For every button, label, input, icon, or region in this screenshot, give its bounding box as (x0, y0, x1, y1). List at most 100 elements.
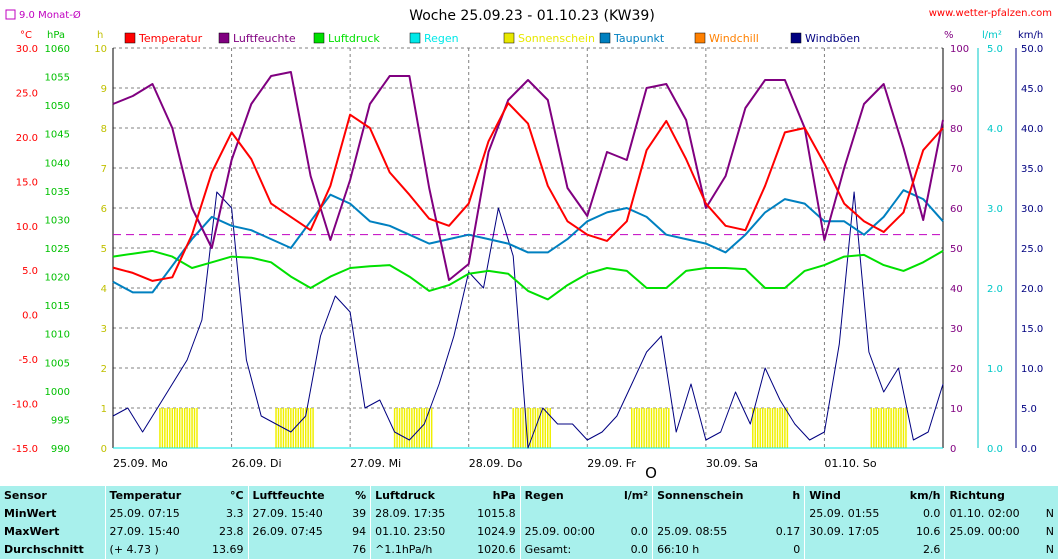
stats-table: Sensor Temperatur °C Luftfeuchte % Luftd… (0, 486, 1058, 559)
wind-unit: km/h (1018, 30, 1043, 41)
legend-swatch (409, 32, 421, 44)
day-labels: 25.09. Mo 26.09. Di 27.09. Mi 28.09. Do 29.0… (113, 457, 877, 470)
wind-tick-label: 45.0 (1021, 84, 1043, 95)
rain-tick-label: 5.0 (987, 44, 1003, 55)
day-label: 29.09. Fr (587, 457, 636, 470)
humidity-unit: % (944, 30, 954, 41)
stats-cell: 39 (352, 506, 367, 520)
humidity-tick-label: 80 (950, 124, 963, 135)
stats-row-label: Durchschnitt (4, 543, 84, 557)
wind-tick-label: 5.0 (1021, 404, 1037, 415)
stats-header-pressure: Luftdruck (370, 486, 465, 505)
stats-cell: 10.6 (915, 525, 941, 539)
stats-cell: (+ 4.73 ) (104, 540, 201, 559)
stats-cell: Gesamt: (519, 540, 614, 559)
stats-row-label: MaxWert (4, 525, 60, 539)
stats-header-wind: Wind (804, 486, 899, 505)
pressure-tick-label: 1030 (45, 215, 70, 226)
wind-axis: 50.0 45.0 40.0 35.0 30.0 25.0 20.0 15.0 10.0 5.0 0… (1015, 44, 1043, 455)
moon-phase-icon: O (645, 464, 657, 480)
pressure-tick-label: 1060 (45, 44, 70, 55)
legend-swatch (790, 32, 802, 44)
temp-tick-label: 15.0 (16, 177, 38, 188)
stats-header-rain: Regen (519, 486, 614, 505)
wind-tick-label: 10.0 (1021, 364, 1043, 375)
sunshine-unit: h (97, 30, 103, 41)
stats-header-rain-unit: l/m² (623, 488, 649, 502)
day-label: 30.09. Sa (706, 457, 758, 470)
legend-swatch (694, 32, 706, 44)
wind-tick-label: 20.0 (1021, 284, 1043, 295)
pressure-tick-label: 1055 (45, 73, 70, 84)
wind-tick-label: 30.0 (1021, 204, 1043, 215)
pressure-tick-label: 1015 (45, 301, 70, 312)
stats-cell (804, 540, 899, 559)
stats-cell: 3.3 (226, 506, 244, 520)
stats-cell: 27.09. 15:40 (247, 504, 344, 523)
humidity-tick-label: 50 (950, 244, 963, 255)
sunshine-bars (159, 408, 907, 448)
pressure-tick-label: 1020 (45, 273, 70, 284)
sunshine-tick-label: 2 (101, 364, 107, 375)
stats-cell: 76 (352, 543, 367, 557)
pressure-axis: 1060 1055 1050 1045 1040 1035 1030 1025 1020 1015… (45, 44, 70, 455)
rain-tick-label: 3.0 (987, 204, 1003, 215)
temp-tick-label: 0.0 (22, 311, 38, 322)
stats-cell: N (1045, 506, 1054, 520)
humidity-tick-label: 60 (950, 204, 963, 215)
rain-tick-label: 4.0 (987, 124, 1003, 135)
stats-row-max: MaxWert 27.09. 15:40 23.8 26.09. 07:45 9… (0, 522, 1058, 541)
sunshine-tick-label: 5 (101, 244, 107, 255)
pressure-unit: hPa (47, 30, 65, 41)
stats-header-humidity: Luftfeuchte (247, 486, 344, 505)
stats-header-direction: Richtung (944, 486, 1039, 505)
stats-cell: 66:10 h (652, 540, 766, 559)
rain-axis: 5.0 4.0 3.0 2.0 1.0 0.0 (977, 44, 1003, 455)
pressure-tick-label: 1040 (45, 158, 70, 169)
pressure-tick-label: 1025 (45, 244, 70, 255)
legend-label: Windböen (805, 32, 860, 45)
stats-cell: 25.09. 00:00 (519, 522, 614, 541)
humidity-tick-label: 30 (950, 324, 963, 335)
stats-row-min: MinWert 25.09. 07:15 3.3 27.09. 15:40 39… (0, 504, 1058, 523)
humidity-tick-label: 0 (950, 444, 956, 455)
stats-cell (247, 540, 344, 559)
temp-tick-label: -15.0 (12, 444, 38, 455)
legend-swatch (313, 32, 325, 44)
legend-label: Sonnenschein (518, 32, 595, 45)
temp-axis: 30.0 25.0 20.0 15.0 10.0 5.0 0.0 -5.0 -10.0 -15.0 (12, 44, 38, 455)
stats-cell: 0.0 (630, 525, 649, 539)
stats-cell: 1020.6 (477, 543, 516, 557)
stats-cell (765, 504, 804, 522)
legend-label: Regen (424, 32, 459, 45)
pressure-tick-label: 1050 (45, 101, 70, 112)
rain-tick-label: 2.0 (987, 284, 1003, 295)
series-lines (112, 71, 944, 449)
legend-swatch (124, 32, 136, 44)
pressure-tick-label: 1035 (45, 187, 70, 198)
sunshine-tick-label: 9 (101, 84, 107, 95)
stats-header-sunshine-unit: h (792, 488, 801, 502)
series-line-windböen (112, 191, 944, 449)
stats-header-humidity-unit: % (355, 488, 367, 502)
stats-header-wind-unit: km/h (909, 488, 941, 502)
wind-tick-label: 25.0 (1021, 244, 1043, 255)
day-label: 25.09. Mo (113, 457, 168, 470)
wind-tick-label: 35.0 (1021, 164, 1043, 175)
stats-header-temperature-unit: °C (229, 488, 244, 502)
month-avg-marker-icon (5, 9, 16, 20)
stats-cell: 1015.8 (477, 506, 516, 520)
sunshine-tick-label: 7 (101, 164, 107, 175)
rain-unit: l/m² (982, 30, 1002, 41)
stats-cell: 13.69 (212, 543, 244, 557)
legend-label: Temperatur (138, 32, 203, 45)
sunshine-tick-label: 1 (101, 404, 107, 415)
stats-cell: 26.09. 07:45 (247, 522, 344, 541)
series-line-luftfeuchte (112, 71, 944, 281)
temp-tick-label: 10.0 (16, 222, 38, 233)
legend-swatch (218, 32, 230, 44)
stats-header-row: Sensor Temperatur °C Luftfeuchte % Luftd… (0, 486, 1058, 505)
sunshine-tick-label: 6 (101, 204, 107, 215)
